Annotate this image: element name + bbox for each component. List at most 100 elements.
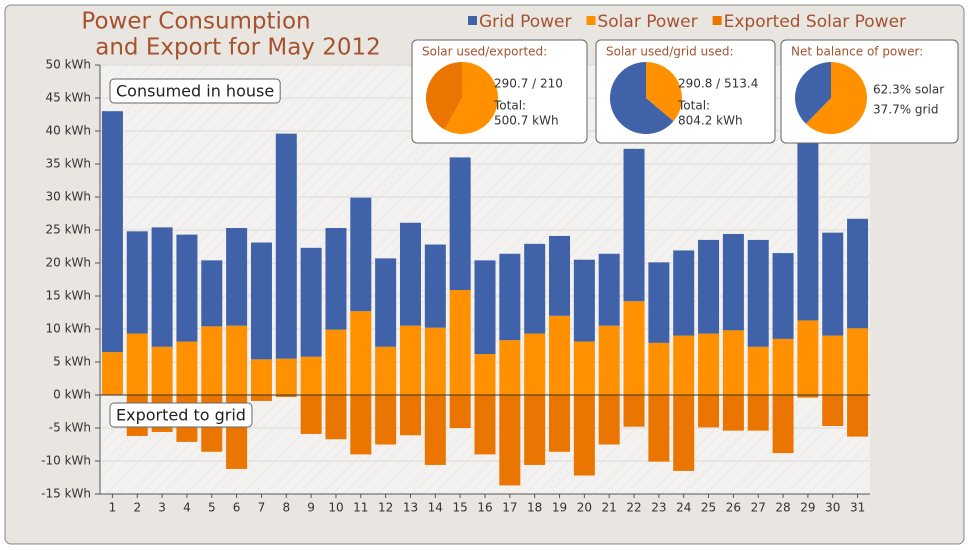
pie-label: 62.3% solar (873, 83, 944, 97)
y-tick-label: 50 kWh (45, 58, 91, 72)
x-tick-label: 25 (701, 501, 716, 515)
x-tick-label: 16 (477, 501, 492, 515)
x-tick-label: 31 (850, 501, 865, 515)
x-tick-label: 9 (307, 501, 315, 515)
y-tick-label: 30 kWh (45, 190, 91, 204)
x-tick-label: 20 (577, 501, 592, 515)
pie-slice (795, 62, 831, 124)
bar-segment (822, 232, 844, 336)
bar-segment (573, 341, 595, 395)
x-tick-label: 2 (133, 501, 141, 515)
bar-segment (226, 325, 248, 395)
bar-segment (698, 333, 720, 395)
bar-segment (623, 148, 645, 302)
y-tick-label: 10 kWh (45, 322, 91, 336)
x-tick-label: 28 (775, 501, 790, 515)
pie-slice (610, 62, 674, 134)
legend-label: Solar Power (597, 12, 697, 32)
bar-segment (275, 133, 297, 359)
annotation: Exported to grid (109, 402, 253, 428)
x-tick-label: 21 (602, 501, 617, 515)
bar-segment (847, 328, 869, 395)
annotation-text: Exported to grid (116, 406, 246, 425)
bar-segment (797, 395, 819, 398)
bar-segment (474, 395, 496, 455)
y-tick-label: 25 kWh (45, 223, 91, 237)
bar-segment (474, 260, 496, 355)
x-tick-label: 7 (258, 501, 266, 515)
bar-segment (275, 358, 297, 395)
x-tick-label: 19 (552, 501, 567, 515)
bar-segment (822, 335, 844, 395)
bar-segment (126, 231, 148, 334)
x-tick-label: 13 (403, 501, 418, 515)
bar-segment (325, 228, 347, 330)
bar-segment (847, 395, 869, 437)
annotation-box (109, 402, 253, 428)
y-tick-label: 5 kWh (53, 355, 91, 369)
x-tick-label: 22 (626, 501, 641, 515)
bar-segment (648, 342, 670, 395)
bar-segment (499, 253, 521, 341)
chart-title: Power Consumption (81, 9, 310, 35)
bar-segment (722, 233, 744, 331)
bar-segment (449, 395, 471, 428)
pie-slice (426, 62, 462, 130)
y-tick-label: 15 kWh (45, 289, 91, 303)
legend-swatch (712, 16, 722, 25)
legend-label: Exported Solar Power (724, 12, 906, 32)
pie-slice (805, 62, 867, 134)
bar-segment (375, 346, 397, 395)
bar-segment (399, 222, 421, 326)
legend-label: Grid Power (479, 12, 571, 32)
x-tick-label: 4 (183, 501, 191, 515)
bar-segment (524, 395, 546, 465)
bar-segment (623, 395, 645, 427)
bar-segment (375, 395, 397, 445)
bar-segment (772, 395, 794, 454)
bar-segment (275, 395, 297, 397)
legend-swatch (468, 16, 477, 25)
bar-segment (399, 325, 421, 395)
bar-segment (573, 395, 595, 476)
bar-segment (673, 395, 695, 471)
x-tick-label: 30 (825, 501, 840, 515)
bar-segment (772, 338, 794, 395)
y-tick-label: 20 kWh (45, 256, 91, 270)
bar-segment (598, 395, 620, 445)
bar-segment (648, 395, 670, 462)
bar-segment (101, 352, 123, 395)
x-tick-label: 26 (726, 501, 741, 515)
bar-segment (325, 395, 347, 440)
bar-segment (747, 346, 769, 395)
pie-summary: 290.8 / 513.4 (678, 77, 758, 91)
bar-segment (598, 253, 620, 326)
x-tick-label: 3 (158, 501, 166, 515)
bar-segment (176, 341, 198, 395)
y-tick-label: 35 kWh (45, 157, 91, 171)
bar-segment (250, 395, 272, 401)
bar-segment (151, 346, 173, 395)
bar-segment (772, 253, 794, 339)
y-tick-label: 0 kWh (53, 388, 91, 402)
legend-swatch (586, 16, 596, 25)
pie-title: Net balance of power: (791, 45, 923, 59)
pie-total: 804.2 kWh (678, 114, 743, 128)
bar-segment (350, 311, 372, 395)
bar-segment (300, 395, 322, 434)
bar-segment (797, 320, 819, 395)
bar-segment (573, 259, 595, 342)
bar-segment (350, 395, 372, 455)
bar-segment (449, 157, 471, 291)
pie-total-label: Total: (677, 99, 710, 113)
y-tick-label: -15 kWh (41, 487, 91, 501)
bar-segment (201, 326, 223, 395)
bar-segment (350, 197, 372, 312)
bar-segment (325, 329, 347, 395)
bar-segment (598, 325, 620, 395)
x-tick-label: 14 (428, 501, 443, 515)
bar-segment (698, 395, 720, 428)
bar-segment (176, 234, 198, 342)
